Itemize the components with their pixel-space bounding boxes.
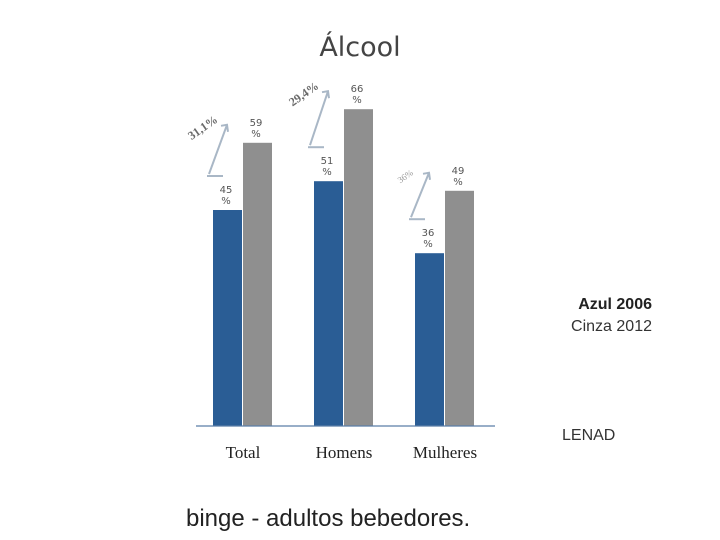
- data-label-total-1: 45%: [220, 185, 233, 207]
- data-label-mulheres-2: 49%: [452, 166, 465, 188]
- increase-arrow-mulheres: [410, 172, 430, 218]
- bar-total-2: [243, 142, 272, 427]
- category-label-homens: Homens: [316, 443, 373, 462]
- bar-mulheres-1: [415, 253, 444, 426]
- increase-arrowhead-homens: [321, 90, 330, 99]
- bar-mulheres-2: [445, 190, 474, 426]
- data-label-homens-2: 66%: [351, 84, 364, 106]
- source-label: LENAD: [562, 427, 616, 444]
- bar-homens-2: [344, 109, 373, 426]
- increase-arrowhead-total: [220, 123, 229, 132]
- data-label-mulheres-1: 36%: [422, 228, 435, 250]
- data-label-total-2: 59%: [250, 118, 263, 140]
- increase-annotation-total: 31,1%: [185, 112, 220, 142]
- bar-total-1: [213, 210, 242, 426]
- increase-arrow-total: [208, 124, 228, 175]
- increase-annotation-homens: 29,4%: [286, 79, 321, 109]
- increase-arrowhead-mulheres: [422, 171, 431, 180]
- legend-series-2: Cinza 2012: [571, 318, 652, 335]
- legend-series-1: Azul 2006: [578, 296, 652, 313]
- category-label-mulheres: Mulheres: [413, 443, 477, 462]
- chart-caption: binge - adultos bebedores.: [186, 505, 471, 532]
- chart-title: Álcool: [319, 32, 401, 63]
- increase-annotation-mulheres: 36%: [396, 167, 416, 185]
- increase-arrow-homens: [309, 90, 329, 146]
- data-label-homens-1: 51%: [321, 156, 334, 178]
- category-label-total: Total: [226, 443, 261, 462]
- bar-homens-1: [314, 181, 343, 426]
